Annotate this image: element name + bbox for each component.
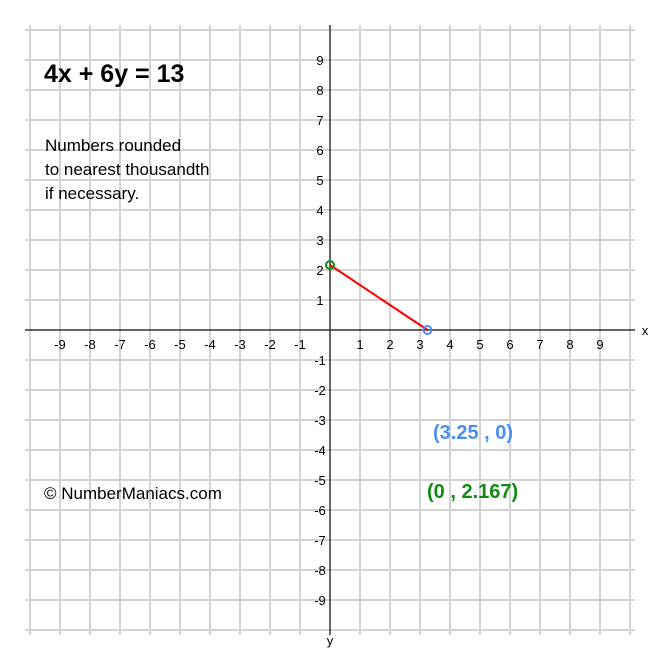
y-tick-label: 2 (316, 263, 323, 278)
x-intercept-point (422, 325, 433, 335)
y-tick-label: -5 (314, 473, 326, 488)
y-tick-label: -9 (314, 593, 326, 608)
note-line: if necessary. (45, 184, 140, 203)
x-tick-label: 6 (506, 337, 513, 352)
y-tick-label: -1 (314, 353, 326, 368)
x-tick-label: 8 (566, 337, 573, 352)
equation-title: 4x + 6y = 13 (44, 60, 185, 88)
x-tick-label: 3 (416, 337, 423, 352)
y-tick-label: 5 (316, 173, 323, 188)
x-tick-label: -1 (294, 337, 306, 352)
line-segment (329, 264, 429, 331)
x-tick-label: -6 (144, 337, 156, 352)
y-intercept-point (325, 259, 335, 270)
note-line: Numbers rounded (45, 136, 182, 155)
y-tick-label: 9 (316, 53, 323, 68)
x-tick-label: -4 (204, 337, 216, 352)
y-tick-label: 6 (316, 143, 323, 158)
x-tick-label: -8 (84, 337, 96, 352)
note-line: to nearest thousandth (45, 160, 210, 179)
x-tick-label: 4 (446, 337, 453, 352)
x-tick-label: -7 (114, 337, 126, 352)
y-tick-label: 3 (316, 233, 323, 248)
x-axis-label: x (642, 323, 649, 338)
y-tick-label: -6 (314, 503, 326, 518)
x-tick-label: -3 (234, 337, 246, 352)
y-tick-label: 4 (316, 203, 323, 218)
y-tick-label: -3 (314, 413, 326, 428)
x-tick-label: -2 (264, 337, 276, 352)
x-tick-label: -5 (174, 337, 186, 352)
copyright-text: © NumberManiacs.com (44, 484, 222, 503)
y-intercept-label: (0 , 2.167) (427, 481, 519, 503)
y-tick-label: 1 (316, 293, 323, 308)
y-tick-label: -8 (314, 563, 326, 578)
rounding-note: Numbers rounded to nearest thousandth if… (45, 134, 265, 206)
y-tick-label: -7 (314, 533, 326, 548)
y-tick-label: -2 (314, 383, 326, 398)
y-tick-label: 7 (316, 113, 323, 128)
x-tick-label: 7 (536, 337, 543, 352)
x-intercept-label: (3.25 , 0) (433, 422, 514, 444)
x-tick-label: 9 (596, 337, 603, 352)
y-tick-label: 8 (316, 83, 323, 98)
y-axis-label: y (327, 633, 334, 648)
x-tick-label: 1 (356, 337, 363, 352)
x-tick-label: 5 (476, 337, 483, 352)
y-tick-label: -4 (314, 443, 326, 458)
x-tick-label: 2 (386, 337, 393, 352)
x-tick-label: -9 (54, 337, 66, 352)
